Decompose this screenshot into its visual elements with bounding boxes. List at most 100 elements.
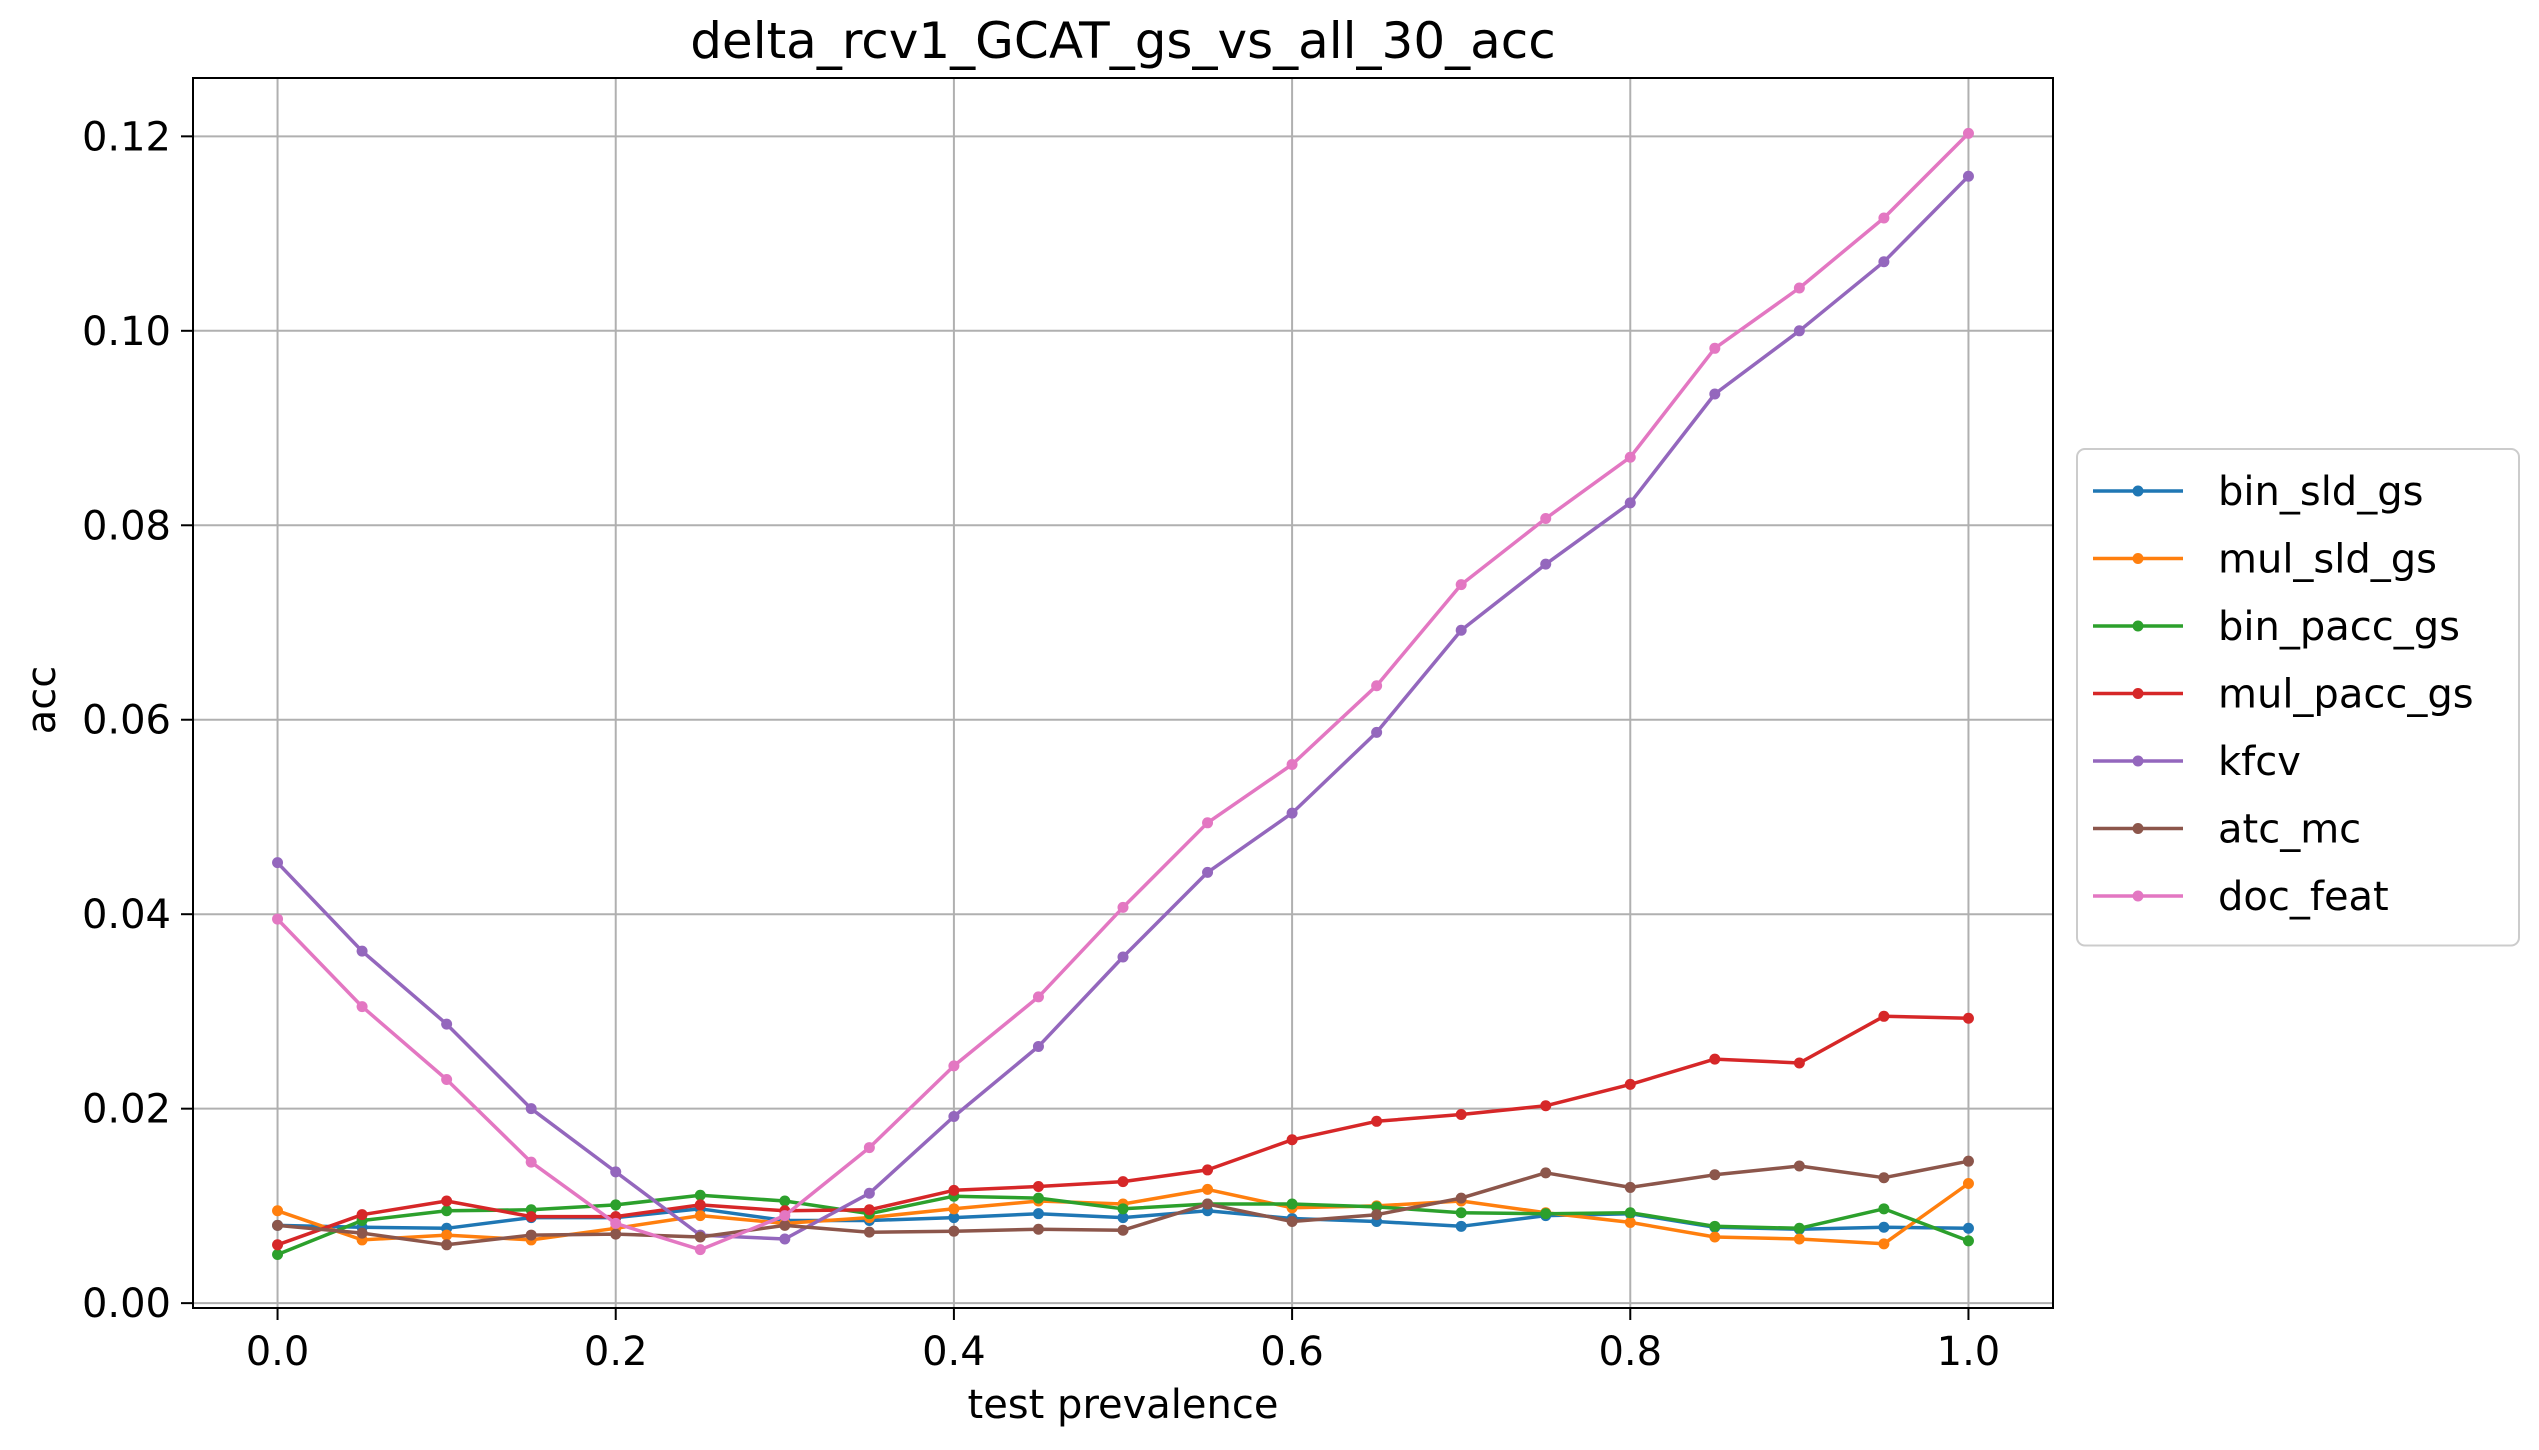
data-point-doc_feat xyxy=(1202,817,1214,829)
data-point-atc_mc xyxy=(779,1219,791,1231)
data-point-atc_mc xyxy=(525,1229,537,1241)
legend-label: mul_pacc_gs xyxy=(2218,672,2474,718)
data-point-mul_pacc_gs xyxy=(1032,1180,1044,1192)
data-point-doc_feat xyxy=(1709,342,1721,354)
legend: bin_sld_gs mul_sld_gs bin_pacc_gs mul_pacc_… xyxy=(2076,448,2520,947)
y-tick-label: 0.08 xyxy=(82,503,171,549)
data-point-mul_pacc_gs xyxy=(1540,1100,1552,1112)
legend-item-atc_mc: atc_mc xyxy=(2093,807,2361,853)
y-tick-label: 0.02 xyxy=(82,1087,171,1133)
series-mul_pacc_gs xyxy=(272,1010,1974,1251)
legend-item-mul_pacc_gs: mul_pacc_gs xyxy=(2093,672,2474,718)
data-point-mul_pacc_gs xyxy=(1286,1134,1298,1146)
data-point-mul_pacc_gs xyxy=(272,1239,284,1251)
data-point-bin_sld_gs xyxy=(1455,1220,1467,1232)
legend-label: bin_sld_gs xyxy=(2218,469,2423,515)
legend-box xyxy=(2076,448,2520,947)
data-point-bin_pacc_gs xyxy=(610,1199,622,1211)
axis-ticks: 0.0 0.2 0.4 0.6 0.8 1.0 0.00 0.02 0.04 0.06 0.08 0.… xyxy=(82,114,2000,1375)
data-point-kfcv xyxy=(863,1187,875,1199)
data-point-doc_feat xyxy=(1286,758,1298,770)
data-point-doc_feat xyxy=(356,1001,368,1013)
y-tick-label: 0.12 xyxy=(82,114,171,160)
data-point-bin_pacc_gs xyxy=(1624,1207,1636,1219)
data-point-bin_sld_gs xyxy=(1962,1222,1974,1234)
legend-swatch-marker xyxy=(2132,485,2144,497)
data-point-kfcv xyxy=(356,945,368,957)
data-point-mul_pacc_gs xyxy=(1962,1012,1974,1024)
legend-label: mul_sld_gs xyxy=(2218,537,2437,583)
data-point-mul_sld_gs xyxy=(1624,1216,1636,1228)
data-point-mul_pacc_gs xyxy=(1117,1176,1129,1188)
data-point-mul_pacc_gs xyxy=(1709,1053,1721,1065)
legend-swatch-marker xyxy=(2132,823,2144,834)
legend-swatch-marker xyxy=(2132,755,2144,767)
data-point-kfcv xyxy=(1202,866,1214,878)
data-point-doc_feat xyxy=(1624,451,1636,463)
data-point-doc_feat xyxy=(441,1074,453,1086)
data-point-bin_sld_gs xyxy=(948,1212,960,1224)
data-point-mul_sld_gs xyxy=(1709,1231,1721,1243)
data-point-doc_feat xyxy=(1455,579,1467,591)
data-point-bin_sld_gs xyxy=(1117,1212,1129,1224)
data-point-bin_pacc_gs xyxy=(1962,1235,1974,1247)
data-point-kfcv xyxy=(1624,497,1636,509)
legend-label: kfcv xyxy=(2218,739,2301,785)
data-point-doc_feat xyxy=(1371,680,1383,692)
data-point-doc_feat xyxy=(525,1156,537,1168)
y-tick-label: 0.06 xyxy=(82,698,171,744)
x-tick-label: 0.0 xyxy=(246,1329,310,1375)
data-point-bin_pacc_gs xyxy=(1793,1222,1805,1234)
legend-item-kfcv: kfcv xyxy=(2093,739,2301,785)
data-point-doc_feat xyxy=(1878,212,1890,224)
plot-frame xyxy=(192,77,2054,1309)
data-point-bin_pacc_gs xyxy=(694,1189,706,1201)
data-point-bin_pacc_gs xyxy=(1878,1203,1890,1215)
y-axis-label: acc xyxy=(19,666,65,735)
series-bin_pacc_gs xyxy=(272,1189,1974,1261)
data-point-mul_sld_gs xyxy=(1962,1178,1974,1190)
data-point-kfcv xyxy=(610,1166,622,1178)
data-point-atc_mc xyxy=(1371,1209,1383,1221)
x-tick-label: 0.6 xyxy=(1260,1329,1324,1375)
data-point-kfcv xyxy=(948,1110,960,1122)
y-tick-label: 0.04 xyxy=(82,892,171,938)
series-doc_feat xyxy=(272,127,1974,1256)
legend-item-bin_pacc_gs: bin_pacc_gs xyxy=(2093,604,2460,650)
data-point-bin_pacc_gs xyxy=(1117,1203,1129,1215)
legend-label: atc_mc xyxy=(2218,807,2361,853)
data-point-doc_feat xyxy=(863,1142,875,1154)
data-point-atc_mc xyxy=(1286,1215,1298,1227)
data-point-atc_mc xyxy=(1540,1167,1552,1179)
data-point-atc_mc xyxy=(948,1225,960,1237)
y-tick-label: 0.10 xyxy=(82,309,171,355)
data-point-mul_sld_gs xyxy=(1878,1238,1890,1250)
data-point-atc_mc xyxy=(1793,1160,1805,1172)
data-point-doc_feat xyxy=(948,1060,960,1072)
legend-swatch-marker xyxy=(2132,688,2144,699)
data-point-atc_mc xyxy=(1117,1224,1129,1236)
data-point-kfcv xyxy=(1540,558,1552,570)
series-line-kfcv xyxy=(276,174,1970,1241)
data-point-mul_sld_gs xyxy=(272,1205,284,1217)
data-point-mul_pacc_gs xyxy=(1202,1164,1214,1176)
data-point-atc_mc xyxy=(1032,1223,1044,1235)
data-point-atc_mc xyxy=(610,1228,622,1240)
data-point-mul_pacc_gs xyxy=(694,1199,706,1211)
data-point-atc_mc xyxy=(272,1219,284,1231)
data-point-atc_mc xyxy=(1709,1169,1721,1181)
data-point-bin_sld_gs xyxy=(1032,1208,1044,1220)
x-tick-label: 0.8 xyxy=(1598,1329,1662,1375)
data-point-doc_feat xyxy=(694,1244,706,1256)
legend-swatch-marker xyxy=(2132,890,2144,902)
legend-label: doc_feat xyxy=(2218,874,2389,920)
data-point-atc_mc xyxy=(1962,1155,1974,1167)
legend-item-doc_feat: doc_feat xyxy=(2093,874,2389,920)
data-point-bin_pacc_gs xyxy=(1540,1208,1552,1220)
data-point-mul_pacc_gs xyxy=(1878,1010,1890,1022)
data-point-mul_pacc_gs xyxy=(948,1184,960,1196)
data-point-mul_pacc_gs xyxy=(441,1195,453,1207)
x-tick-label: 1.0 xyxy=(1937,1329,2001,1375)
data-point-atc_mc xyxy=(356,1227,368,1239)
